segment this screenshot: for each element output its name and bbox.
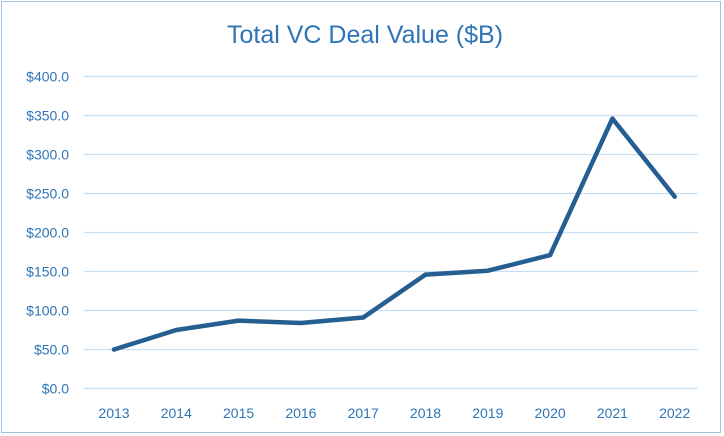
y-axis-ticks: $0.0 $50.0 $100.0 $150.0 $200.0 $250.0 $300.0 $… [26,69,69,397]
series-layer [111,116,677,352]
y-tick-label: $300.0 [26,147,69,163]
data-point [672,194,677,199]
x-tick-label: 2021 [597,405,628,421]
data-point [298,320,304,326]
data-point [485,268,490,273]
data-point [361,315,366,320]
gridlines [84,75,698,390]
x-tick-label: 2017 [348,405,379,421]
x-tick-label: 2013 [98,405,129,421]
x-tick-label: 2016 [285,405,316,421]
y-tick-label: $350.0 [26,108,69,124]
data-point [174,327,179,333]
x-tick-label: 2022 [659,405,690,421]
data-point [547,252,553,258]
y-tick-label: $50.0 [34,342,69,358]
y-tick-label: $200.0 [26,225,69,241]
x-axis-ticks: 2013 2014 2015 2016 2017 2018 2019 2020 2021 2022 [98,405,690,421]
data-point [610,116,615,121]
y-tick-label: $250.0 [26,186,69,202]
series-line-0 [111,116,677,352]
chart-title: Total VC Deal Value ($B) [227,21,503,49]
data-point [423,272,428,277]
x-tick-label: 2015 [223,405,254,421]
y-tick-label: $400.0 [26,69,69,85]
y-tick-label: $100.0 [26,303,69,319]
data-point [111,347,117,352]
x-tick-label: 2020 [535,405,566,421]
y-tick-label: $0.0 [42,381,69,397]
x-tick-label: 2018 [410,405,441,421]
data-point [236,318,241,323]
y-tick-label: $150.0 [26,264,69,280]
x-tick-label: 2019 [472,405,503,421]
x-tick-label: 2014 [161,405,192,421]
